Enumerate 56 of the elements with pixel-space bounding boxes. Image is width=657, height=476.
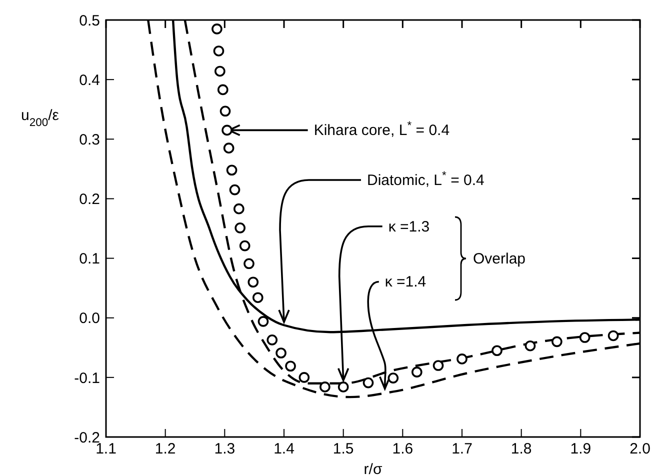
x-tick-label: 2.0 bbox=[630, 440, 650, 458]
point bbox=[276, 348, 286, 358]
point bbox=[492, 345, 502, 356]
point bbox=[220, 106, 231, 117]
x-axis-title: r/σ bbox=[364, 461, 383, 476]
point bbox=[320, 382, 330, 392]
point bbox=[214, 66, 226, 77]
point bbox=[226, 164, 238, 176]
annotation: Kihara core, L$^{*}$ = 0.4 bbox=[314, 120, 450, 140]
point bbox=[298, 372, 310, 383]
y-axis-title: u$_{200}$/ε bbox=[21, 107, 60, 130]
x-tick-label: 1.5 bbox=[332, 440, 354, 458]
point bbox=[244, 258, 254, 270]
x-tick-label: 1.7 bbox=[452, 440, 472, 458]
x-tick-label: 1.4 bbox=[274, 440, 294, 458]
x-tick-label: 1.3 bbox=[214, 440, 236, 458]
annotation: Diatomic, L$^{*}$ = 0.4 bbox=[367, 170, 484, 190]
point bbox=[213, 46, 224, 56]
point bbox=[552, 336, 562, 348]
point bbox=[258, 316, 269, 327]
annotation: κ =1.4 bbox=[384, 274, 426, 291]
point bbox=[338, 382, 349, 392]
point bbox=[223, 142, 234, 154]
x-tick-label: 1.1 bbox=[96, 440, 116, 458]
annotation: κ =1.3 bbox=[388, 218, 430, 236]
x-tick-label: 1.9 bbox=[570, 440, 592, 458]
y-tick-label: 0.3 bbox=[79, 131, 100, 148]
annotation: Overlap bbox=[473, 250, 526, 268]
y-tick-label: 0.1 bbox=[79, 250, 100, 268]
point bbox=[212, 24, 222, 34]
point bbox=[248, 276, 259, 288]
y-tick-label: 0.0 bbox=[79, 310, 100, 328]
point bbox=[285, 360, 296, 372]
point bbox=[239, 240, 250, 252]
point bbox=[411, 366, 422, 378]
x-tick-label: 1.2 bbox=[154, 440, 176, 458]
point bbox=[388, 372, 399, 384]
point bbox=[217, 84, 228, 96]
point bbox=[266, 334, 278, 346]
y-tick-label: 0.5 bbox=[79, 12, 100, 30]
point bbox=[524, 340, 536, 352]
y-tick-label: 0.4 bbox=[79, 72, 100, 89]
x-tick-label: 1.6 bbox=[392, 440, 414, 458]
point bbox=[362, 377, 374, 388]
point bbox=[579, 332, 590, 343]
point bbox=[252, 292, 264, 304]
y-tick-label: 0.2 bbox=[79, 191, 100, 208]
y-tick-label: -0.1 bbox=[74, 370, 100, 387]
point bbox=[233, 203, 244, 214]
point bbox=[456, 354, 468, 364]
point bbox=[608, 330, 619, 342]
point bbox=[222, 124, 232, 136]
point bbox=[234, 222, 246, 234]
point bbox=[432, 360, 444, 371]
x-tick-label: 1.8 bbox=[510, 440, 532, 458]
point bbox=[229, 184, 240, 196]
